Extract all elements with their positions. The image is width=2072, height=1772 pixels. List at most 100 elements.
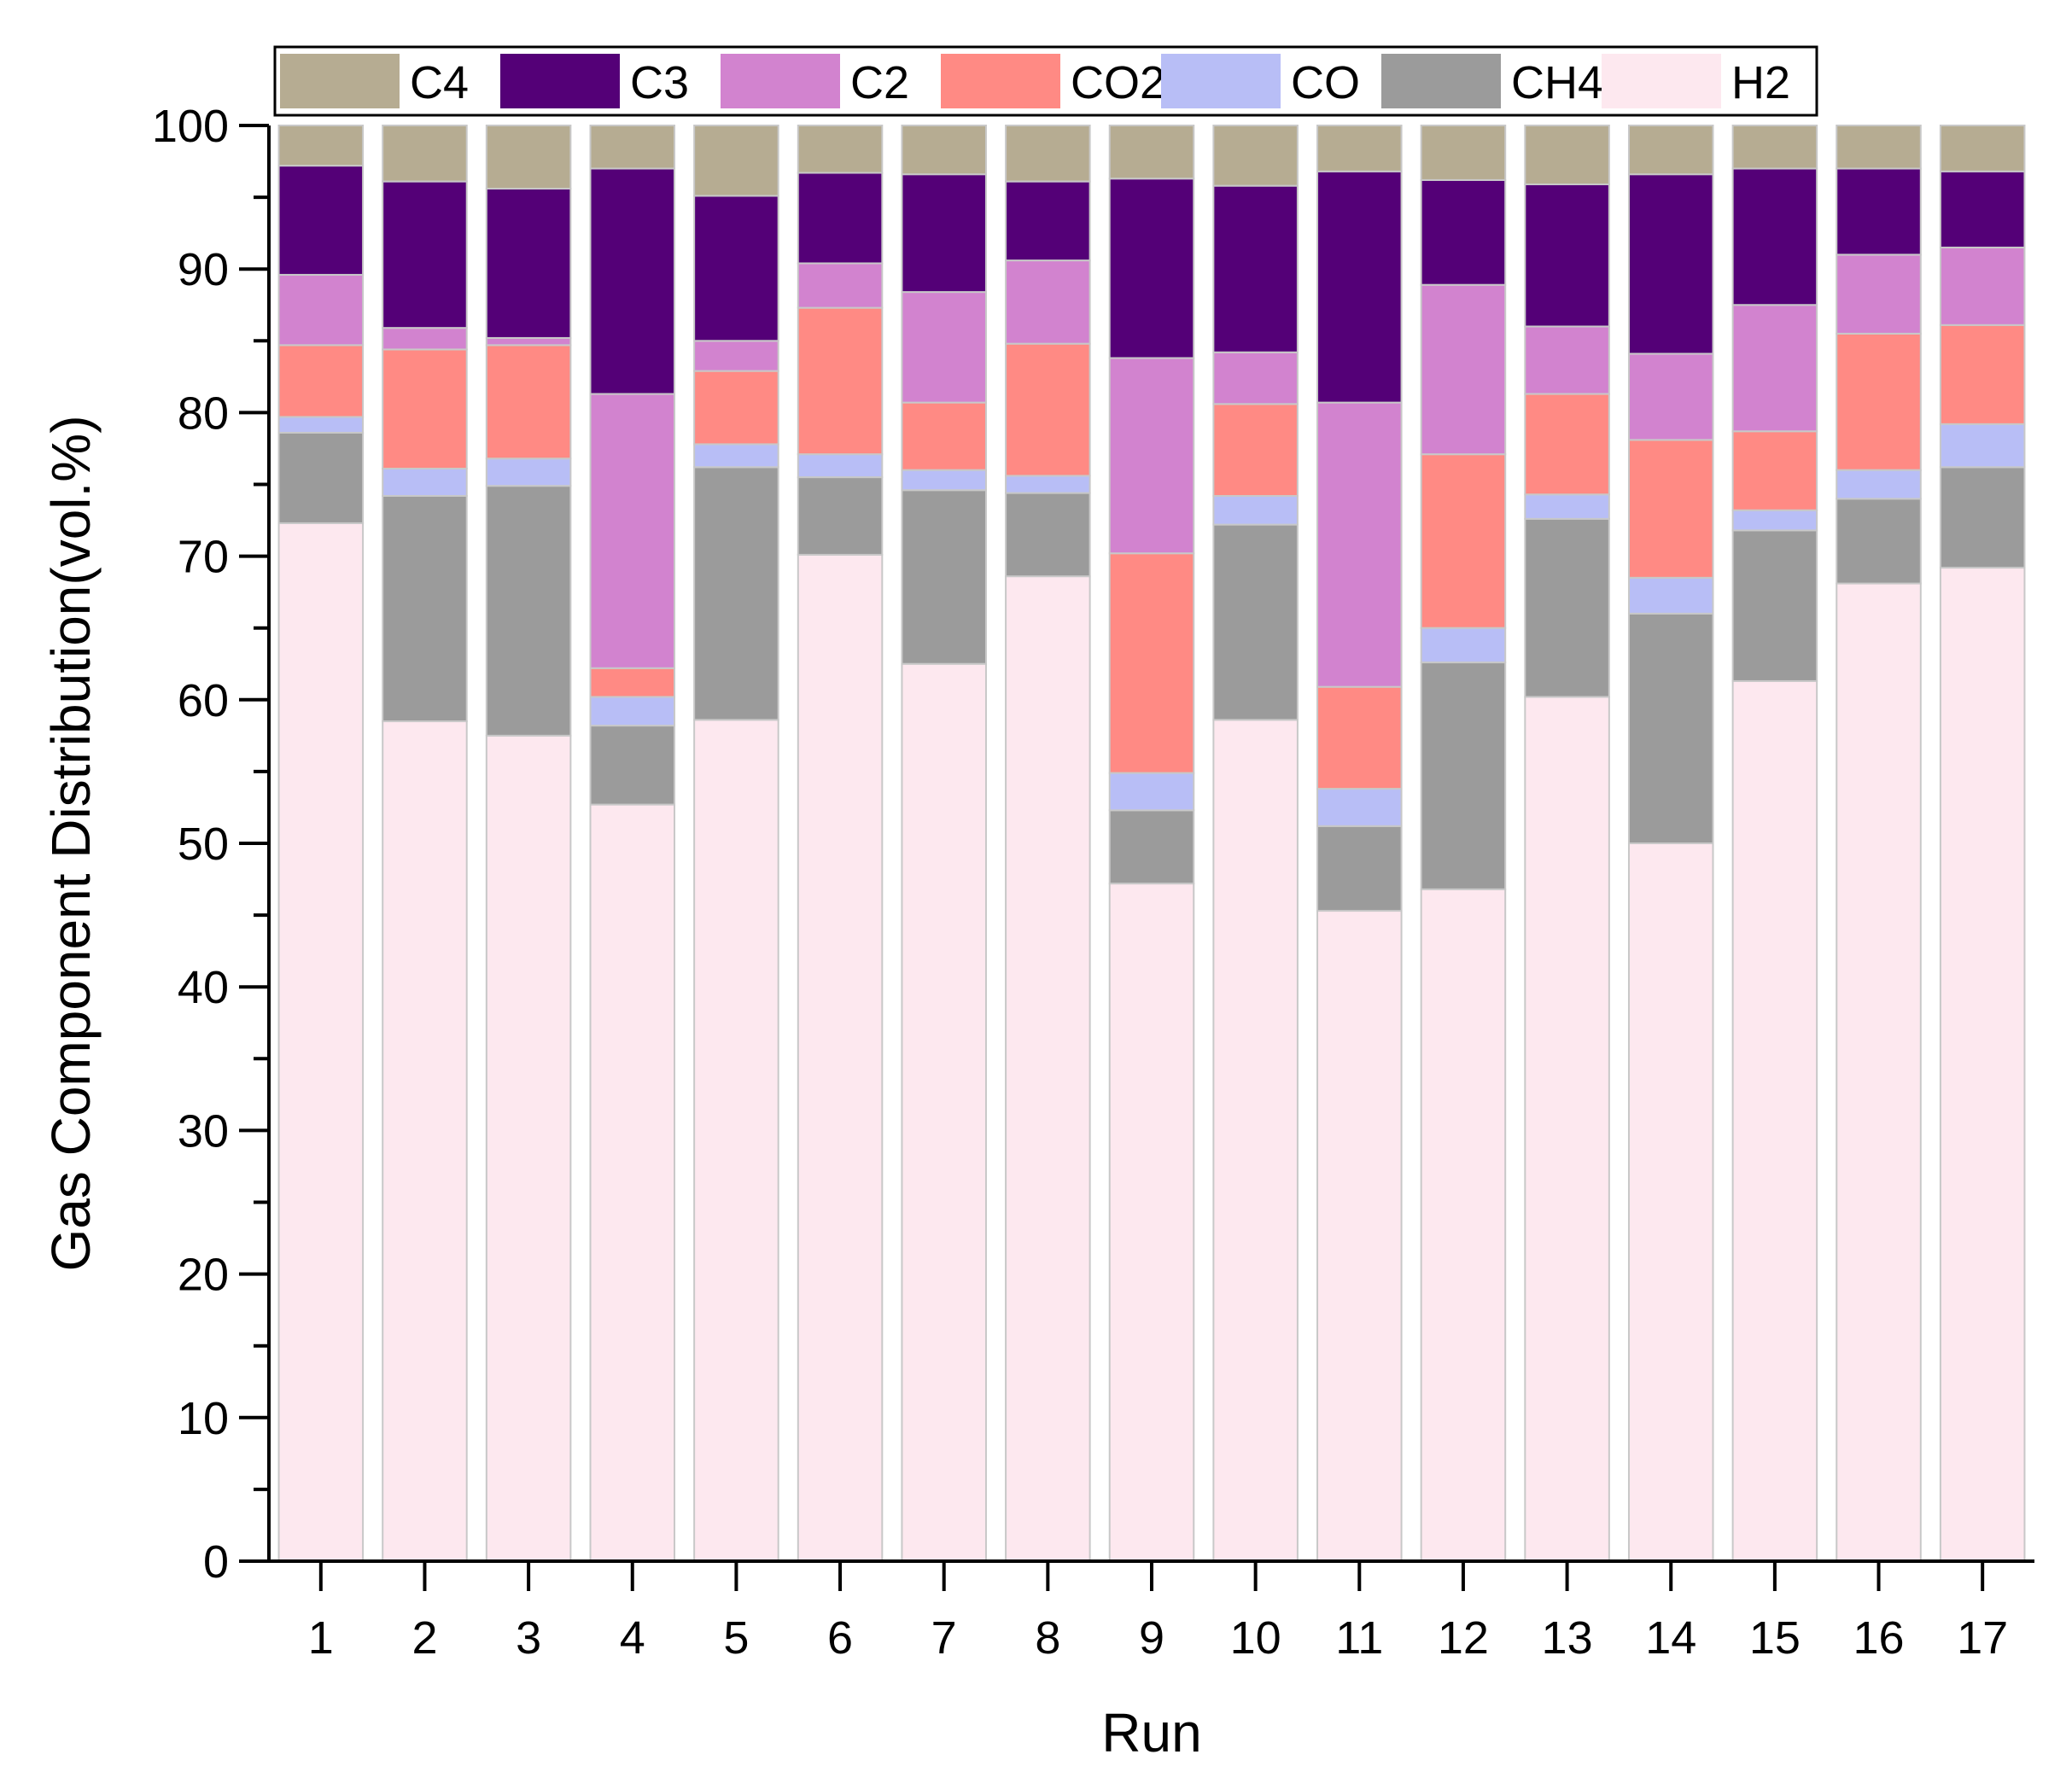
bar-segment-c2-run-1 — [277, 273, 365, 347]
legend-swatch-c3 — [500, 54, 620, 108]
legend-label-co2: CO2 — [1071, 57, 1165, 108]
x-tick-label: 9 — [1139, 1612, 1164, 1664]
bar-segment-c4-run-8 — [1005, 125, 1091, 183]
bar-segment-c4-run-16 — [1836, 125, 1922, 170]
bar-segment-ch4-run-9 — [1108, 809, 1195, 885]
bar-segment-c2-run-15 — [1731, 304, 1818, 433]
bar-segment-co-run-3 — [485, 458, 572, 487]
bar-segment-c3-run-14 — [1627, 173, 1714, 355]
bar-segment-co-run-9 — [1108, 772, 1195, 812]
bar-segment-co-run-13 — [1524, 493, 1610, 520]
x-tick-label: 6 — [827, 1612, 853, 1664]
bar-segment-h2-run-1 — [277, 522, 365, 1562]
x-tick-label: 12 — [1438, 1612, 1489, 1664]
bar-segment-h2-run-6 — [797, 553, 884, 1562]
bar-segment-c4-run-11 — [1316, 125, 1403, 172]
bar-segment-h2-run-7 — [901, 662, 987, 1562]
bar-segment-co2-run-11 — [1316, 685, 1403, 790]
x-tick-label: 8 — [1035, 1612, 1060, 1664]
bar-segment-ch4-run-12 — [1420, 662, 1507, 890]
x-axis-label: Run — [1101, 1702, 1201, 1763]
bar-segment-co2-run-7 — [901, 401, 987, 471]
bar-segment-c3-run-17 — [1939, 170, 2026, 248]
y-axis-label: Gas Component Distribution(vol.%) — [40, 415, 102, 1271]
bar-segment-ch4-run-5 — [693, 466, 779, 721]
bar-segment-co2-run-9 — [1108, 552, 1195, 774]
bar-segment-c2-run-11 — [1316, 401, 1403, 688]
legend-swatch-c2 — [721, 54, 840, 108]
bar-segment-h2-run-12 — [1420, 888, 1507, 1562]
bar-segment-c3-run-4 — [589, 167, 676, 395]
legend-swatch-ch4 — [1381, 54, 1501, 108]
x-tick-label: 7 — [931, 1612, 957, 1664]
bar-segment-co-run-4 — [589, 696, 676, 727]
bar-segment-ch4-run-11 — [1316, 825, 1403, 912]
y-tick-label: 50 — [178, 819, 229, 870]
legend-label-c3: C3 — [630, 57, 689, 108]
bar-segment-h2-run-9 — [1108, 883, 1195, 1562]
legend: C4 C3 C2 CO2 CO CH4 H2 — [273, 45, 1818, 117]
bar-segment-c4-run-5 — [693, 125, 779, 197]
bar-segment-c4-run-4 — [589, 125, 676, 170]
bar-segment-c4-run-14 — [1627, 125, 1714, 176]
x-tick-label: 1 — [308, 1612, 334, 1664]
bar-segment-co-run-5 — [693, 443, 779, 469]
x-tick-label: 5 — [723, 1612, 749, 1664]
bar-segment-ch4-run-14 — [1627, 612, 1714, 844]
bar-segment-co2-run-17 — [1939, 324, 2026, 425]
bar-segment-co2-run-1 — [277, 344, 365, 418]
legend-label-ch4: CH4 — [1511, 57, 1603, 108]
bar-segment-c4-run-7 — [901, 125, 987, 176]
bar-segment-c2-run-12 — [1420, 283, 1507, 456]
y-tick-label: 0 — [203, 1536, 229, 1588]
bar-segment-ch4-run-15 — [1731, 529, 1818, 682]
bar-segment-h2-run-5 — [693, 719, 779, 1562]
bar-segment-c2-run-14 — [1627, 353, 1714, 441]
bar-segment-c2-run-16 — [1836, 254, 1922, 335]
bar-segment-h2-run-16 — [1836, 582, 1922, 1562]
bar-segment-h2-run-14 — [1627, 842, 1714, 1562]
x-tick-label: 2 — [411, 1612, 437, 1664]
bar-segment-c4-run-1 — [277, 125, 365, 167]
bar-segment-co2-run-3 — [485, 344, 572, 460]
y-tick-label: 70 — [178, 532, 229, 583]
bar-segment-h2-run-11 — [1316, 910, 1403, 1563]
bar-segment-c3-run-11 — [1316, 170, 1403, 404]
bar-segment-c3-run-5 — [693, 195, 779, 342]
x-tick-label: 11 — [1335, 1612, 1383, 1664]
bar-segment-h2-run-10 — [1212, 719, 1299, 1562]
x-tick-label: 16 — [1853, 1612, 1904, 1664]
legend-label-co: CO — [1291, 57, 1360, 108]
bar-segment-h2-run-4 — [589, 803, 676, 1562]
bar-segment-c2-run-17 — [1939, 246, 2026, 326]
bar-segment-c4-run-9 — [1108, 125, 1195, 180]
bar-segment-h2-run-15 — [1731, 679, 1818, 1562]
bar-segment-ch4-run-4 — [589, 725, 676, 806]
y-tick-label: 40 — [178, 962, 229, 1013]
bar-segment-co-run-8 — [1005, 475, 1091, 494]
bar-segment-co2-run-16 — [1836, 332, 1922, 471]
bar-segment-co-run-14 — [1627, 576, 1714, 615]
bar-segment-c2-run-6 — [797, 262, 884, 309]
x-tick-label: 14 — [1645, 1612, 1696, 1664]
bar-segment-ch4-run-13 — [1524, 517, 1610, 698]
bar-segment-co-run-16 — [1836, 469, 1922, 500]
bar-segment-co-run-7 — [901, 469, 987, 492]
bar-segment-c2-run-7 — [901, 291, 987, 404]
legend-label-h2: H2 — [1731, 57, 1790, 108]
bar-segment-co-run-15 — [1731, 509, 1818, 532]
bar-segment-c4-run-17 — [1939, 125, 2026, 172]
bar-segment-ch4-run-6 — [797, 476, 884, 556]
bar-segment-c4-run-2 — [382, 125, 468, 183]
bar-segment-h2-run-8 — [1005, 575, 1091, 1562]
bar-segment-c3-run-8 — [1005, 180, 1091, 262]
bar-segment-c2-run-2 — [382, 327, 468, 351]
x-tick-label: 10 — [1230, 1612, 1281, 1664]
bar-segment-co2-run-5 — [693, 370, 779, 446]
bar-segment-c2-run-4 — [589, 393, 676, 669]
bar-segment-c3-run-9 — [1108, 178, 1195, 359]
bar-segment-co-run-10 — [1212, 494, 1299, 526]
bar-segment-c3-run-2 — [382, 180, 468, 329]
bar-segment-co2-run-13 — [1524, 393, 1610, 496]
x-tick-label: 3 — [516, 1612, 541, 1664]
